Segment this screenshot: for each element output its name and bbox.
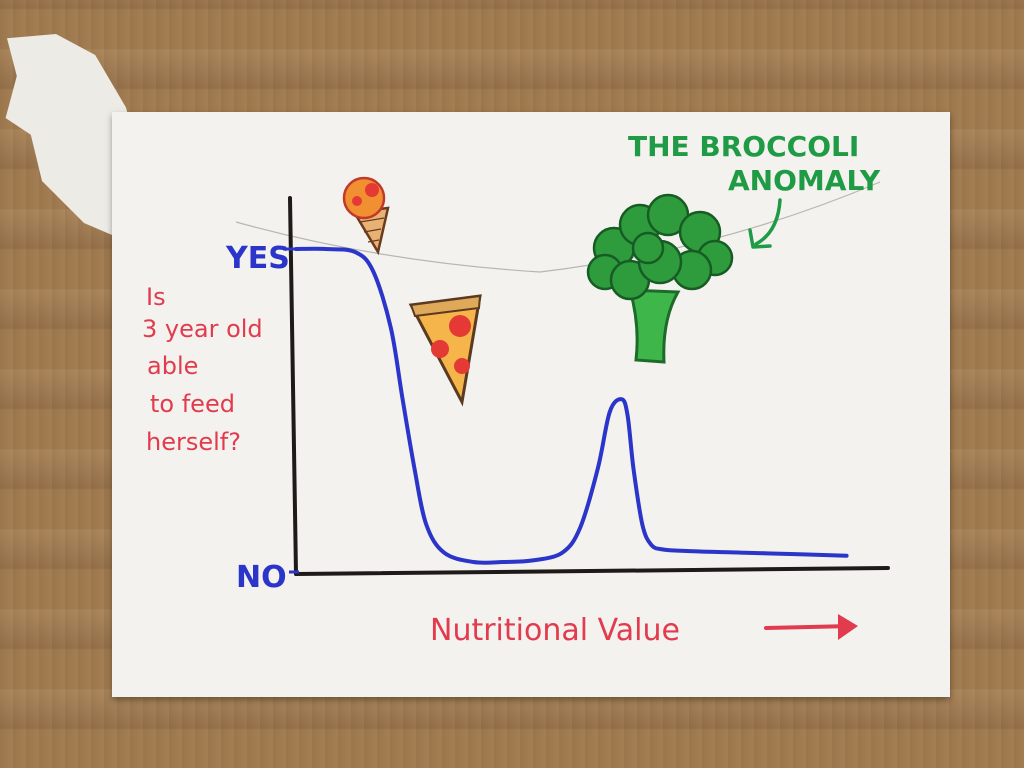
y-label-line-1: Is — [146, 283, 166, 311]
y-label-line-5: herself? — [146, 428, 241, 456]
title-pointer-arrowhead — [748, 228, 772, 249]
y-axis — [288, 196, 298, 576]
nutrition-curve-line — [294, 246, 849, 565]
chart-title-line-1: THE BROCCOLI — [628, 130, 859, 163]
y-tick-label-yes: YES — [225, 241, 290, 276]
y-label-line-2: 3 year old — [142, 315, 263, 343]
y-label-line-3: able — [147, 352, 198, 380]
arrow-icon — [764, 614, 858, 640]
y-axis-label: Is 3 year old able to feed herself? — [142, 283, 263, 456]
x-axis — [294, 566, 890, 576]
chart-title-line-2: ANOMALY — [728, 164, 881, 197]
string-line — [235, 181, 881, 273]
y-tick-label-no: NO — [236, 560, 287, 595]
broccoli-icon — [586, 193, 734, 364]
x-axis-label: Nutritional Value — [430, 613, 680, 648]
pizza-slice-icon — [408, 294, 482, 407]
title-pointer-arrow — [754, 198, 782, 246]
ice-cream-cone-icon — [342, 176, 390, 256]
y-label-line-4: to feed — [150, 390, 235, 418]
